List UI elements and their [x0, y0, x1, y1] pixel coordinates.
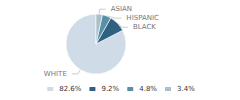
svg-text:3.4%: 3.4%: [177, 85, 195, 93]
svg-text:HISPANIC: HISPANIC: [126, 14, 159, 22]
svg-text:82.6%: 82.6%: [59, 85, 82, 93]
svg-text:ASIAN: ASIAN: [111, 5, 132, 13]
svg-text:WHITE: WHITE: [44, 70, 67, 78]
svg-text:BLACK: BLACK: [133, 23, 156, 31]
svg-text:9.2%: 9.2%: [101, 85, 119, 93]
svg-text:4.8%: 4.8%: [139, 85, 157, 93]
